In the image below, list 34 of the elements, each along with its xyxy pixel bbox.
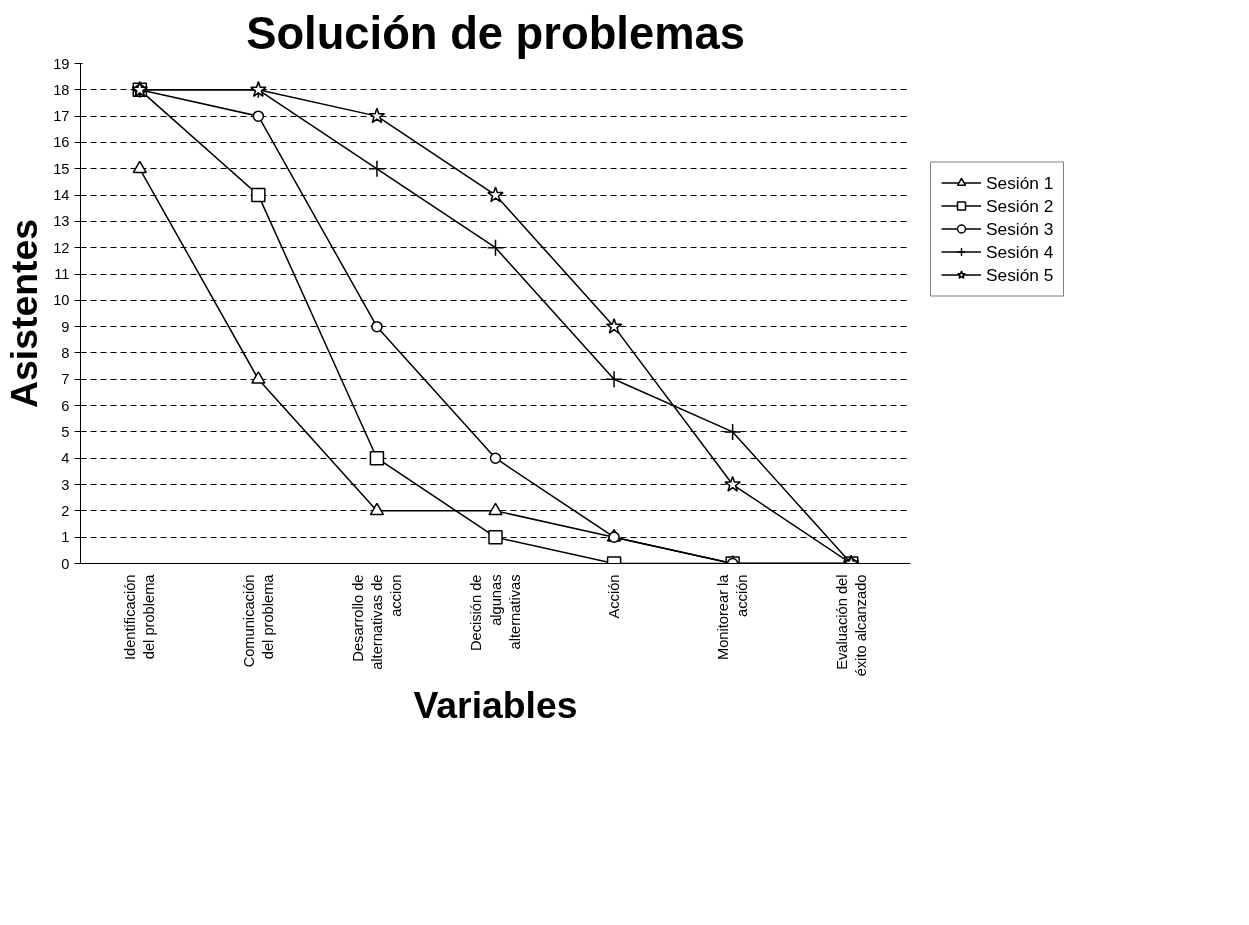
- y-tick-label: 9: [61, 318, 70, 335]
- y-tick-label: 2: [61, 502, 70, 519]
- y-tick-label: 14: [53, 187, 70, 204]
- x-tick-label: Identificación del problema: [122, 573, 158, 661]
- y-tick-label: 7: [61, 371, 70, 388]
- x-tick-label: Desarrollo de alternativas de accion: [349, 574, 405, 670]
- y-tick-label: 16: [53, 134, 70, 151]
- y-tick-label: 17: [53, 108, 70, 125]
- y-tick-label: 19: [53, 55, 70, 72]
- legend-label: Sesión 5: [986, 264, 1054, 285]
- legend-label: Sesión 4: [986, 241, 1054, 262]
- y-tick-label: 12: [53, 239, 70, 256]
- x-tick-label: Acción: [606, 574, 623, 619]
- x-axis-title: Variables: [413, 684, 578, 727]
- y-tick-label: 3: [61, 476, 70, 493]
- y-tick-label: 13: [53, 213, 70, 230]
- y-tick-label: 15: [53, 160, 70, 177]
- y-tick-label: 11: [54, 266, 70, 283]
- y-axis-title: Asistentes: [3, 219, 46, 408]
- y-tick-label: 8: [61, 344, 70, 361]
- y-tick-label: 1: [61, 529, 70, 546]
- y-tick-label: 5: [61, 423, 70, 440]
- y-tick-label: 18: [53, 81, 70, 98]
- x-tick-label: Comunicación del problema: [240, 573, 276, 668]
- chart-title: Solución de problemas: [246, 7, 745, 59]
- x-tick-label: Monitorear la acción: [715, 573, 751, 661]
- legend-label: Sesión 1: [986, 172, 1054, 193]
- y-tick-label: 10: [53, 292, 70, 309]
- y-tick-label: 4: [61, 450, 70, 467]
- x-tick-label: Decisión de algunas alternativas: [468, 574, 523, 652]
- legend-label: Sesión 2: [986, 195, 1054, 216]
- legend-label: Sesión 3: [986, 218, 1054, 239]
- y-tick-label: 6: [61, 397, 70, 414]
- y-tick-label: 0: [61, 555, 70, 572]
